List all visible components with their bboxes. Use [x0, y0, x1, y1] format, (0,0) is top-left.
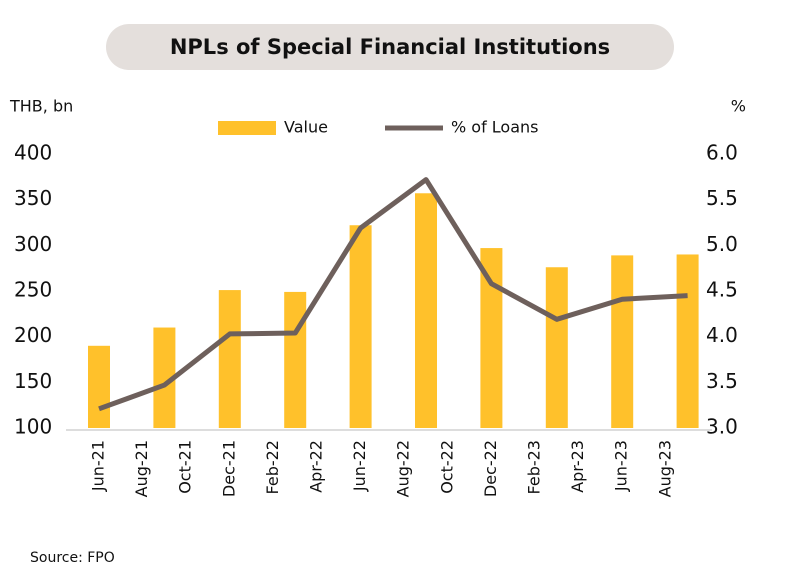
x-tick-label: Feb-23	[525, 440, 544, 494]
x-tick-label: Jun-22	[350, 440, 369, 492]
chart-title: NPLs of Special Financial Institutions	[170, 35, 610, 59]
y-tick-label: 100	[14, 415, 52, 439]
y-axis-label: THB, bn	[9, 97, 73, 116]
y-tick-label: 400	[14, 141, 52, 165]
bar	[88, 345, 110, 428]
bar	[349, 225, 372, 428]
y-tick-label: 250	[14, 278, 52, 302]
bar	[415, 193, 437, 428]
x-tick-label: Apr-23	[568, 440, 587, 493]
legend-swatch	[218, 121, 276, 135]
y-tick-label: 200	[14, 323, 52, 347]
x-tick-label: Aug-23	[655, 440, 674, 497]
legend-label: % of Loans	[451, 118, 539, 137]
bar	[218, 290, 241, 428]
y2-tick-label: 4.5	[706, 278, 738, 302]
bar	[480, 248, 503, 428]
y2-tick-label: 4.0	[706, 323, 738, 347]
y2-tick-label: 5.5	[706, 186, 738, 210]
y-tick-label: 150	[14, 369, 52, 393]
y2-axis-label: %	[731, 97, 746, 116]
bar	[611, 255, 634, 428]
x-tick-label: Jun-23	[612, 440, 631, 492]
y2-tick-label: 3.0	[706, 415, 738, 439]
x-tick-label: Apr-22	[307, 440, 326, 493]
y-tick-label: 300	[14, 232, 52, 256]
x-tick-label: Oct-21	[176, 440, 195, 494]
bar	[676, 254, 699, 428]
x-tick-label: Aug-22	[394, 440, 413, 497]
y2-tick-label: 3.5	[706, 369, 738, 393]
legend-label: Value	[284, 118, 328, 137]
y2-tick-label: 5.0	[706, 232, 738, 256]
x-tick-label: Aug-21	[132, 440, 151, 497]
bar	[153, 327, 176, 428]
line	[98, 177, 688, 412]
title-pill	[106, 24, 674, 70]
y-tick-label: 350	[14, 186, 52, 210]
bar	[284, 291, 307, 428]
x-tick-label: Oct-22	[437, 440, 456, 494]
x-tick-label: Feb-22	[263, 440, 282, 494]
x-tick-label: Dec-21	[219, 440, 238, 497]
bar	[545, 267, 568, 428]
y2-tick-label: 6.0	[706, 141, 738, 165]
source: Source: FPO	[30, 550, 115, 566]
x-tick-label: Jun-21	[89, 440, 108, 492]
x-tick-label: Dec-22	[481, 440, 500, 497]
